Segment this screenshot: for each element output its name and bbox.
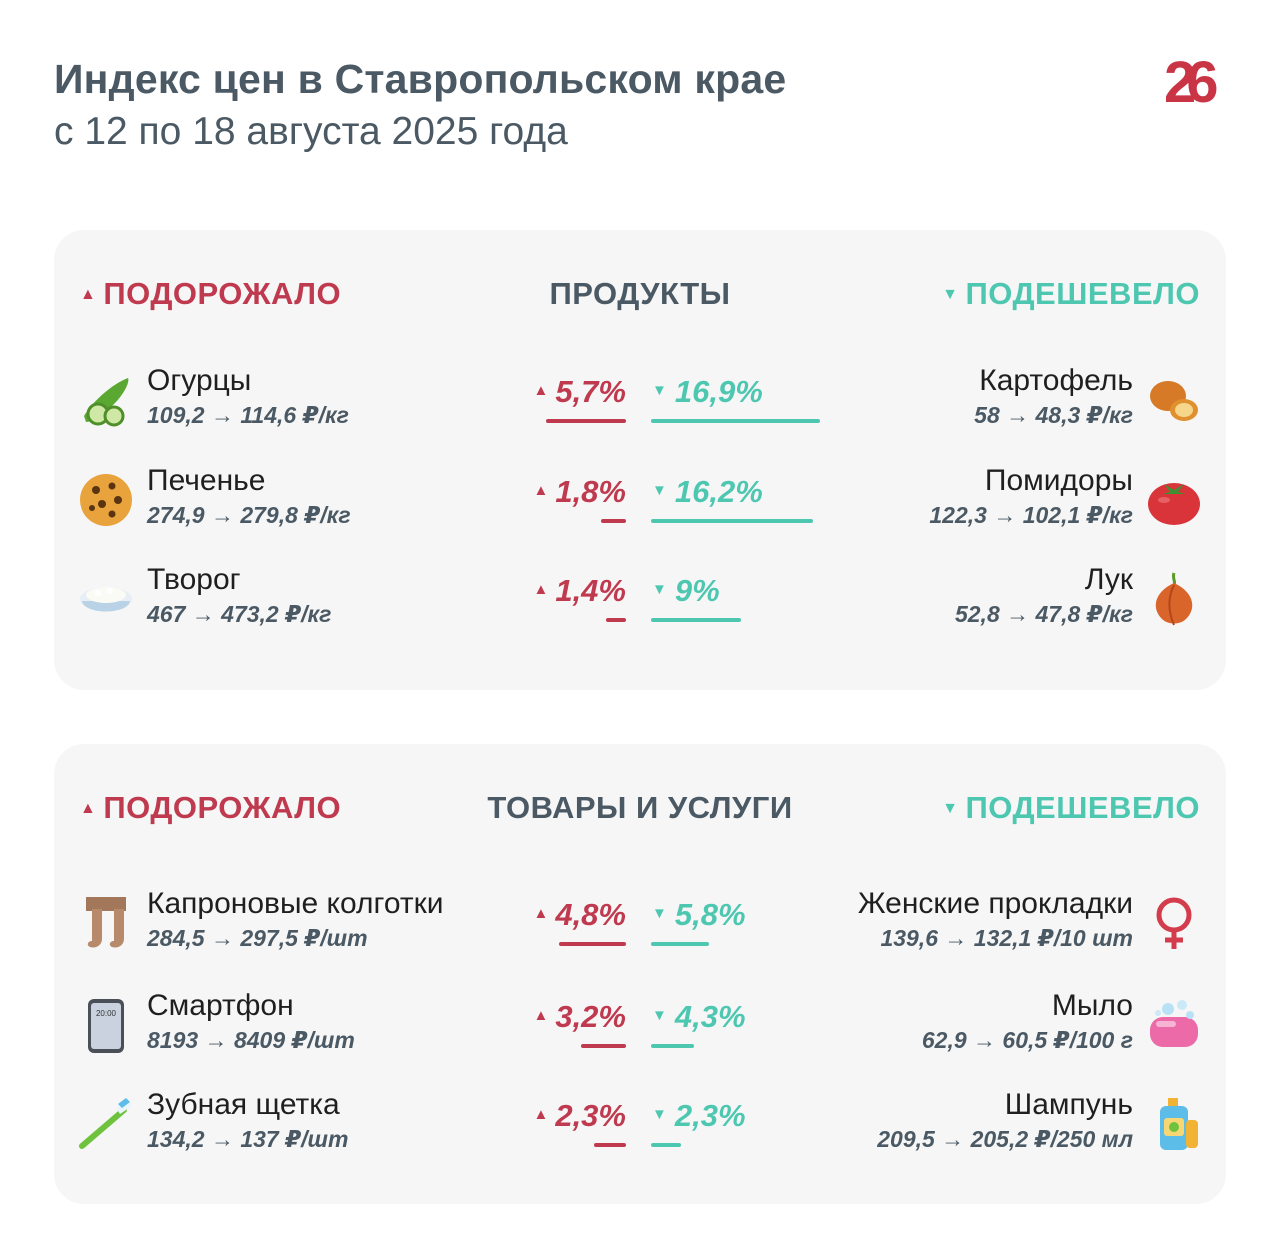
up-bar xyxy=(581,1044,626,1048)
down-header: ▼ ПОДЕШЕВЕЛО xyxy=(942,276,1200,311)
cucumber-icon xyxy=(84,378,129,427)
item-price: 122,3 → 102,1 ₽/кг xyxy=(929,502,1133,528)
item-price: 52,8 → 47,8 ₽/кг xyxy=(954,601,1133,627)
item-name: Мыло xyxy=(1051,989,1133,1022)
price-row: Зубная щетка 134,2 → 137 ₽/шт ▲ 2,3% ▼ 2,3… xyxy=(54,1088,1226,1178)
down-bar xyxy=(651,519,813,523)
item-price: 58 → 48,3 ₽/кг xyxy=(974,402,1133,428)
item-price: 134,2 → 137 ₽/шт xyxy=(147,1126,349,1152)
category-title: ПРОДУКТЫ xyxy=(549,276,731,311)
pct-down-label: ▼ 16,2% xyxy=(652,474,763,509)
up-bar xyxy=(546,419,626,423)
item-name: Женские прокладки xyxy=(857,887,1133,920)
pct-down-label: ▼ 16,9% xyxy=(652,374,763,409)
pct-down-label: ▼ 5,8% xyxy=(652,897,746,932)
price-row: Творог 467 → 473,2 ₽/кг ▲ 1,4% ▼ 9% Лук 52… xyxy=(54,563,1226,653)
pct-up-label: ▲ 3,2% xyxy=(533,999,626,1034)
price-row: Огурцы 109,2 → 114,6 ₽/кг ▲ 5,7% ▼ 16,9% К… xyxy=(54,364,1226,454)
price-row: Печенье 274,9 → 279,8 ₽/кг ▲ 1,8% ▼ 16,2% … xyxy=(54,464,1226,554)
item-name: Лук xyxy=(1084,563,1133,596)
brand-logo: 26 xyxy=(1164,50,1227,115)
item-name: Зубная щетка xyxy=(147,1088,340,1121)
down-bar xyxy=(651,1143,681,1147)
pct-up-label: ▲ 1,4% xyxy=(533,573,626,608)
item-price: 284,5 → 297,5 ₽/шт xyxy=(147,925,368,951)
item-name: Шампунь xyxy=(1004,1088,1133,1121)
item-name: Творог xyxy=(147,563,241,596)
up-bar xyxy=(558,942,626,946)
item-name: Капроновые колготки xyxy=(147,887,444,920)
pct-down-label: ▼ 4,3% xyxy=(652,999,746,1034)
item-name: Помидоры xyxy=(984,464,1133,497)
onion-icon xyxy=(1155,572,1193,626)
pct-up-label: ▲ 1,8% xyxy=(533,474,626,509)
item-price: 274,9 → 279,8 ₽/кг xyxy=(147,502,351,528)
category-title: ТОВАРЫ И УСЛУГИ xyxy=(487,790,793,825)
item-price: 62,9 → 60,5 ₽/100 г xyxy=(921,1027,1133,1053)
female-sign-icon xyxy=(1156,897,1192,949)
down-bar xyxy=(651,618,741,622)
price-row: Капроновые колготки 284,5 → 297,5 ₽/шт ▲… xyxy=(54,887,1226,977)
products-card: ▲ ПОДОРОЖАЛО ПРОДУКТЫ ▼ ПОДЕШЕВЕЛО Огурцы … xyxy=(54,230,1226,690)
up-header: ▲ ПОДОРОЖАЛО xyxy=(80,276,342,311)
item-name: Смартфон xyxy=(147,989,294,1022)
item-name: Огурцы xyxy=(147,364,252,397)
item-price: 109,2 → 114,6 ₽/кг xyxy=(147,402,349,428)
tights-icon xyxy=(86,897,126,948)
goods-card: ▲ ПОДОРОЖАЛО ТОВАРЫ И УСЛУГИ ▼ ПОДЕШЕВЕЛО … xyxy=(54,744,1226,1204)
shampoo-icon xyxy=(1160,1098,1198,1150)
down-bar xyxy=(651,942,709,946)
down-bar xyxy=(651,419,820,423)
cookie-icon xyxy=(80,474,132,526)
item-price: 8193 → 8409 ₽/шт xyxy=(147,1027,355,1053)
svg-text:26: 26 xyxy=(1164,50,1217,115)
price-row: 20:00 Смартфон 8193 → 8409 ₽/шт ▲ 3,2% ▼ 4… xyxy=(54,989,1226,1079)
up-bar xyxy=(606,618,626,622)
pct-down-label: ▼ 9% xyxy=(652,573,720,608)
triangle-up-icon: ▲ xyxy=(80,800,97,817)
pct-up-label: ▲ 5,7% xyxy=(533,374,626,409)
triangle-down-icon: ▼ xyxy=(942,286,959,303)
toothbrush-icon xyxy=(79,1098,132,1149)
potato-icon xyxy=(1150,381,1198,421)
item-name: Картофель xyxy=(979,364,1133,397)
page-subtitle: с 12 по 18 августа 2025 года xyxy=(54,110,568,153)
down-header: ▼ ПОДЕШЕВЕЛО xyxy=(942,790,1200,825)
pct-up-label: ▲ 4,8% xyxy=(533,897,626,932)
triangle-down-icon: ▼ xyxy=(942,800,959,817)
down-bar xyxy=(651,1044,694,1048)
cottage-cheese-icon xyxy=(80,587,132,612)
item-name: Печенье xyxy=(147,464,266,497)
tomato-icon xyxy=(1148,483,1200,525)
item-price: 139,6 → 132,1 ₽/10 шт xyxy=(880,925,1133,951)
pct-up-label: ▲ 2,3% xyxy=(533,1098,626,1133)
up-header: ▲ ПОДОРОЖАЛО xyxy=(80,790,342,825)
svg-text:20:00: 20:00 xyxy=(96,1009,117,1018)
smartphone-icon: 20:00 xyxy=(88,999,124,1053)
soap-icon xyxy=(1150,1000,1198,1047)
item-price: 467 → 473,2 ₽/кг xyxy=(147,601,332,627)
up-bar xyxy=(593,1143,626,1147)
page-title: Индекс цен в Ставропольском крае xyxy=(54,56,787,102)
pct-down-label: ▼ 2,3% xyxy=(652,1098,746,1133)
item-price: 209,5 → 205,2 ₽/250 мл xyxy=(877,1126,1133,1152)
triangle-up-icon: ▲ xyxy=(80,286,97,303)
up-bar xyxy=(600,519,626,523)
